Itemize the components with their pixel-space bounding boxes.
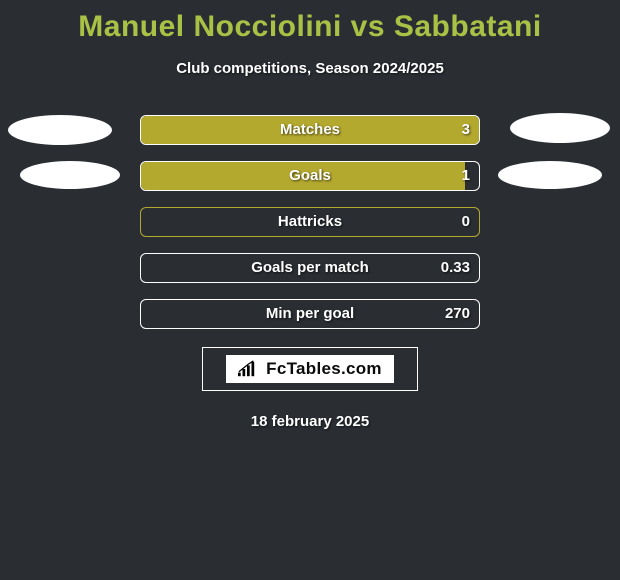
page-title: Manuel Nocciolini vs Sabbatani [0,0,620,44]
bar-track [140,115,480,145]
bar-track [140,253,480,283]
fctables-logo-icon [236,360,258,378]
stat-row: Min per goal270 [0,299,620,329]
brand-box: FcTables.com [202,347,418,391]
comparison-chart: Matches3 Goals1 Hattricks0 Goals per match0… [0,115,620,329]
footer-date: 18 february 2025 [0,413,620,430]
stat-row: Goals per match0.33 [0,253,620,283]
stat-row: Goals1 [0,161,620,191]
page-subtitle: Club competitions, Season 2024/2025 [0,60,620,77]
brand-box-inner: FcTables.com [226,355,394,383]
bar-track [140,207,480,237]
bar-track [140,299,480,329]
brand-text: FcTables.com [264,359,384,379]
bar-fill [141,162,465,190]
stat-row: Matches3 [0,115,620,145]
stat-row: Hattricks0 [0,207,620,237]
bar-track [140,161,480,191]
bar-fill [141,116,479,144]
